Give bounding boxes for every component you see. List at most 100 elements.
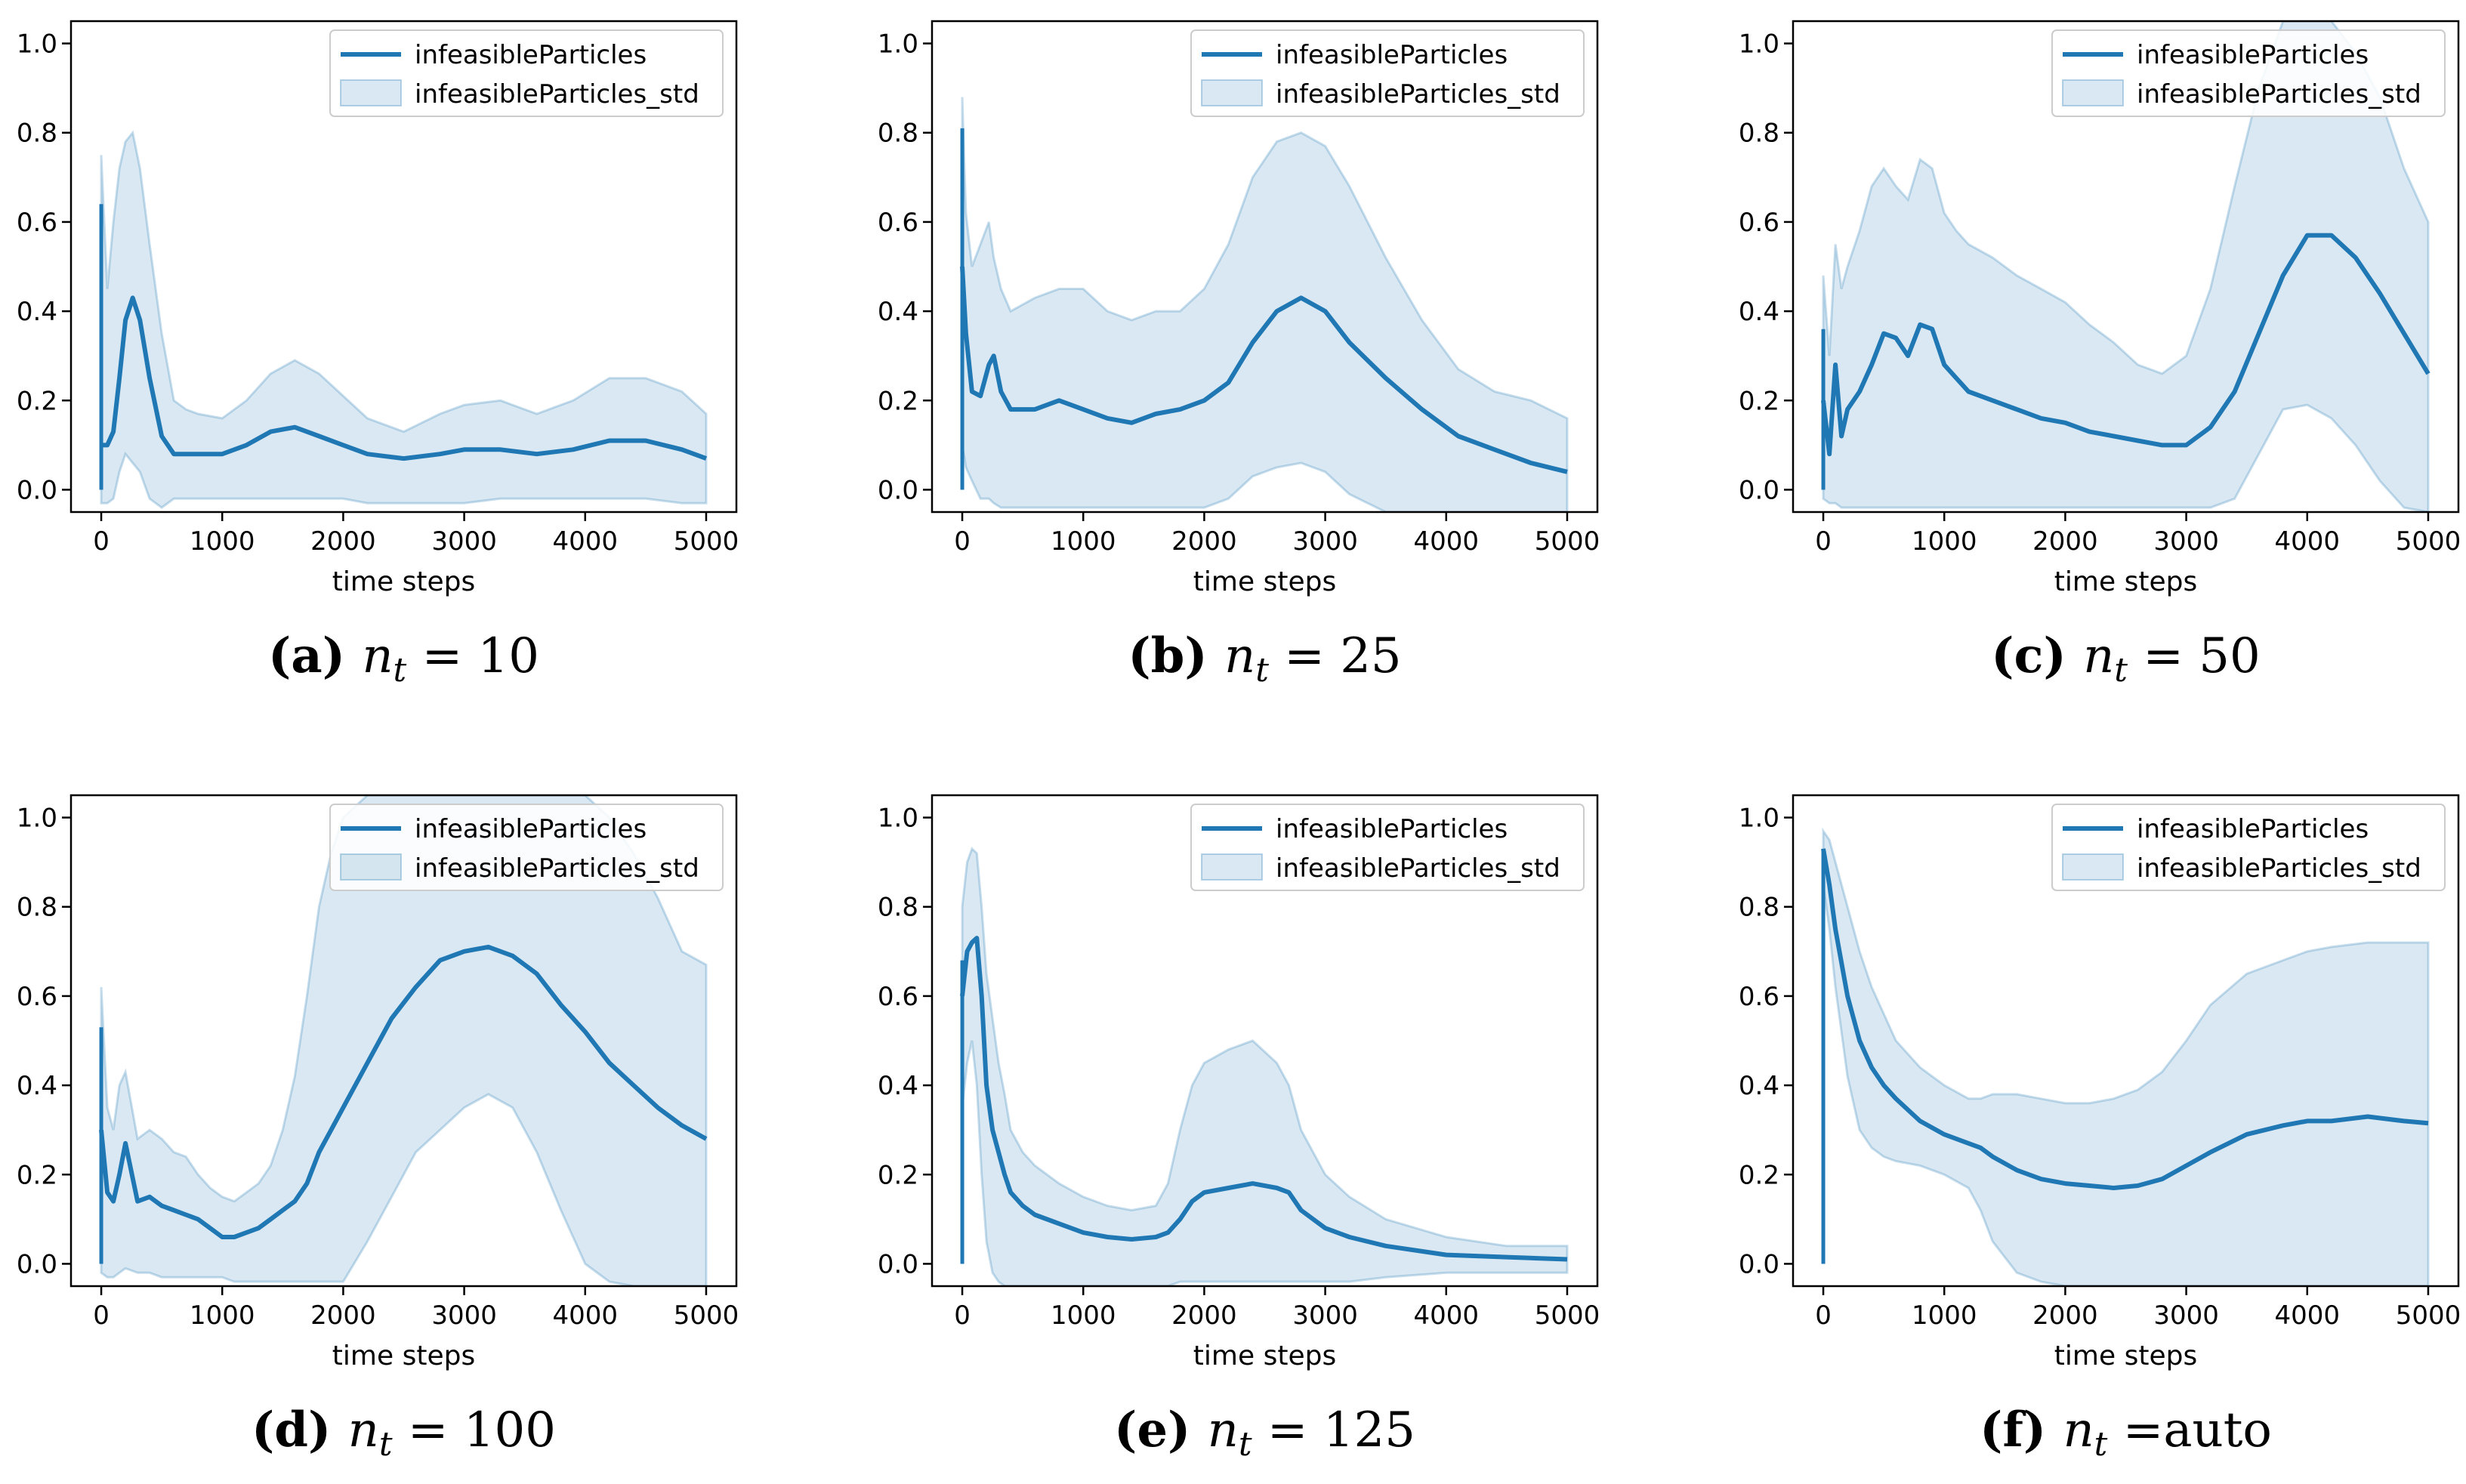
- x-tick-label: 1000: [1912, 1300, 1977, 1331]
- axes-frame: [69, 20, 738, 514]
- legend-box: [2051, 804, 2446, 891]
- x-tick-label: 1000: [1912, 526, 1977, 557]
- subfigure-caption: (f) nt =auto: [1980, 1402, 2272, 1464]
- mean-line: [960, 936, 1568, 1262]
- y-tick-label: 1.0: [878, 29, 918, 60]
- x-tick-label: 1000: [190, 1300, 255, 1331]
- panel-d: 0 1000 2000 3000 4000 5000 0.0 0.2 0.4 0.6 0.8 1.0 t…: [17, 794, 739, 1464]
- legend-entry-mean: infeasibleParticles: [1276, 40, 1508, 70]
- y-tick-label: 0.8: [1739, 119, 1779, 149]
- x-tick-label: 5000: [674, 526, 739, 557]
- plot-area: [960, 97, 1569, 512]
- x-tick-label: 3000: [2153, 1300, 2219, 1331]
- x-tick-label: 4000: [1414, 526, 1480, 557]
- x-tick-label: 2000: [310, 526, 376, 557]
- legend-box: [329, 804, 724, 891]
- x-tick-label: 5000: [674, 1300, 739, 1331]
- y-tick-label: 0.2: [17, 386, 57, 416]
- x-tick-label: 3000: [431, 1300, 497, 1331]
- x-tick-label: 0: [954, 1300, 971, 1331]
- y-tick-label: 0.0: [878, 475, 918, 505]
- std-band: [961, 97, 1569, 512]
- x-tick-label: 5000: [1535, 526, 1600, 557]
- mean-line: [1821, 233, 2431, 457]
- y-tick-label: 0.4: [878, 1071, 918, 1101]
- y-tick-label: 1.0: [17, 804, 57, 834]
- x-tick-label: 2000: [2032, 1300, 2098, 1331]
- y-tick-label: 0.2: [1739, 386, 1779, 416]
- legend-band-swatch: [2062, 79, 2124, 106]
- subfigure-caption: (d) nt = 100: [252, 1402, 556, 1464]
- mean-line: [99, 944, 708, 1239]
- x-tick-label: 3000: [431, 526, 497, 557]
- legend-entry-std: infeasibleParticles_std: [415, 79, 699, 110]
- x-tick-label: 4000: [2275, 526, 2341, 557]
- legend-band-swatch: [1201, 853, 1263, 881]
- y-tick-label: 0.6: [1739, 208, 1779, 238]
- x-tick-label: 3000: [1292, 1300, 1358, 1331]
- legend-entry-std: infeasibleParticles_std: [1276, 853, 1560, 884]
- y-tick-label: 0.8: [17, 893, 57, 923]
- mean-line: [101, 295, 708, 461]
- mean-line: [960, 266, 1568, 474]
- legend-band-swatch: [340, 853, 402, 881]
- x-tick-label: 2000: [310, 1300, 376, 1331]
- y-tick-label: 0.0: [878, 1249, 918, 1279]
- legend-entry-mean: infeasibleParticles: [2137, 814, 2369, 844]
- x-tick-label: 0: [1815, 526, 1832, 557]
- plot-area: [960, 847, 1569, 1286]
- y-tick-label: 0.6: [17, 208, 57, 238]
- axes-frame: [1792, 20, 2460, 514]
- y-tick-label: 1.0: [1739, 804, 1779, 834]
- y-tick-label: 0.2: [1739, 1160, 1779, 1190]
- x-tick-label: 5000: [2396, 1300, 2461, 1331]
- x-axis-label: time steps: [1193, 1341, 1336, 1371]
- panel-f: 0 1000 2000 3000 4000 5000 0.0 0.2 0.4 0.6 0.8 1.0 t…: [1739, 794, 2461, 1464]
- std-band: [100, 130, 708, 509]
- std-band: [961, 847, 1569, 1286]
- y-tick-label: 0.2: [878, 1160, 918, 1190]
- y-tick-label: 0.8: [878, 119, 918, 149]
- legend-band-swatch: [1201, 79, 1263, 106]
- legend-box: [329, 29, 724, 117]
- axes-frame: [69, 794, 738, 1288]
- y-tick-label: 0.0: [17, 1249, 57, 1279]
- x-tick-label: 1000: [1051, 526, 1116, 557]
- y-tick-label: 0.4: [1739, 297, 1779, 327]
- y-tick-label: 1.0: [878, 804, 918, 834]
- y-tick-label: 0.4: [17, 1071, 57, 1101]
- legend-box: [1190, 29, 1585, 117]
- y-tick-label: 0.6: [17, 982, 57, 1012]
- y-tick-label: 0.4: [1739, 1071, 1779, 1101]
- plot-area: [99, 795, 708, 1286]
- y-tick-label: 1.0: [1739, 29, 1779, 60]
- mean-line: [1821, 848, 2429, 1190]
- legend-entry-mean: infeasibleParticles: [415, 40, 647, 70]
- legend-entry-std: infeasibleParticles_std: [2137, 79, 2421, 110]
- y-tick-label: 0.0: [17, 475, 57, 505]
- plot-area: [99, 130, 708, 509]
- std-band: [100, 795, 708, 1286]
- x-axis-label: time steps: [1193, 566, 1336, 597]
- x-tick-label: 0: [93, 1300, 110, 1331]
- x-tick-label: 2000: [1171, 526, 1237, 557]
- axes-frame: [931, 20, 1599, 514]
- y-tick-label: 0.2: [17, 1160, 57, 1190]
- panel-c: 0 1000 2000 3000 4000 5000 0.0 0.2 0.4 0.6 0.8 1.0 t…: [1739, 20, 2461, 690]
- x-axis-label: time steps: [332, 1341, 475, 1371]
- x-tick-label: 1000: [190, 526, 255, 557]
- axes-frame: [931, 794, 1599, 1288]
- y-tick-label: 0.8: [1739, 893, 1779, 923]
- x-axis-label: time steps: [332, 566, 475, 597]
- y-tick-label: 1.0: [17, 29, 57, 60]
- y-tick-label: 0.6: [878, 208, 918, 238]
- legend-band-swatch: [340, 79, 402, 106]
- plot-area: [1821, 21, 2431, 512]
- legend-entry-std: infeasibleParticles_std: [1276, 79, 1560, 110]
- x-tick-label: 3000: [2153, 526, 2219, 557]
- subfigure-caption: (e) nt = 125: [1114, 1402, 1415, 1464]
- x-tick-label: 2000: [1171, 1300, 1237, 1331]
- y-tick-label: 0.6: [1739, 982, 1779, 1012]
- legend-entry-mean: infeasibleParticles: [415, 814, 647, 844]
